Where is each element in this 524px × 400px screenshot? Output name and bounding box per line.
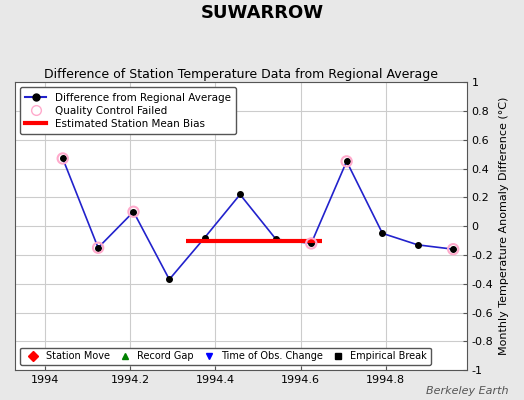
Point bbox=[307, 240, 315, 247]
Point bbox=[129, 208, 138, 215]
Point bbox=[94, 244, 102, 251]
Text: SUWARROW: SUWARROW bbox=[201, 4, 323, 22]
Text: Berkeley Earth: Berkeley Earth bbox=[426, 386, 508, 396]
Title: Difference of Station Temperature Data from Regional Average: Difference of Station Temperature Data f… bbox=[44, 68, 438, 81]
Legend: Station Move, Record Gap, Time of Obs. Change, Empirical Break: Station Move, Record Gap, Time of Obs. C… bbox=[20, 348, 431, 365]
Point bbox=[59, 155, 67, 162]
Y-axis label: Monthly Temperature Anomaly Difference (°C): Monthly Temperature Anomaly Difference (… bbox=[499, 97, 509, 355]
Point bbox=[449, 246, 457, 252]
Point bbox=[343, 158, 351, 164]
